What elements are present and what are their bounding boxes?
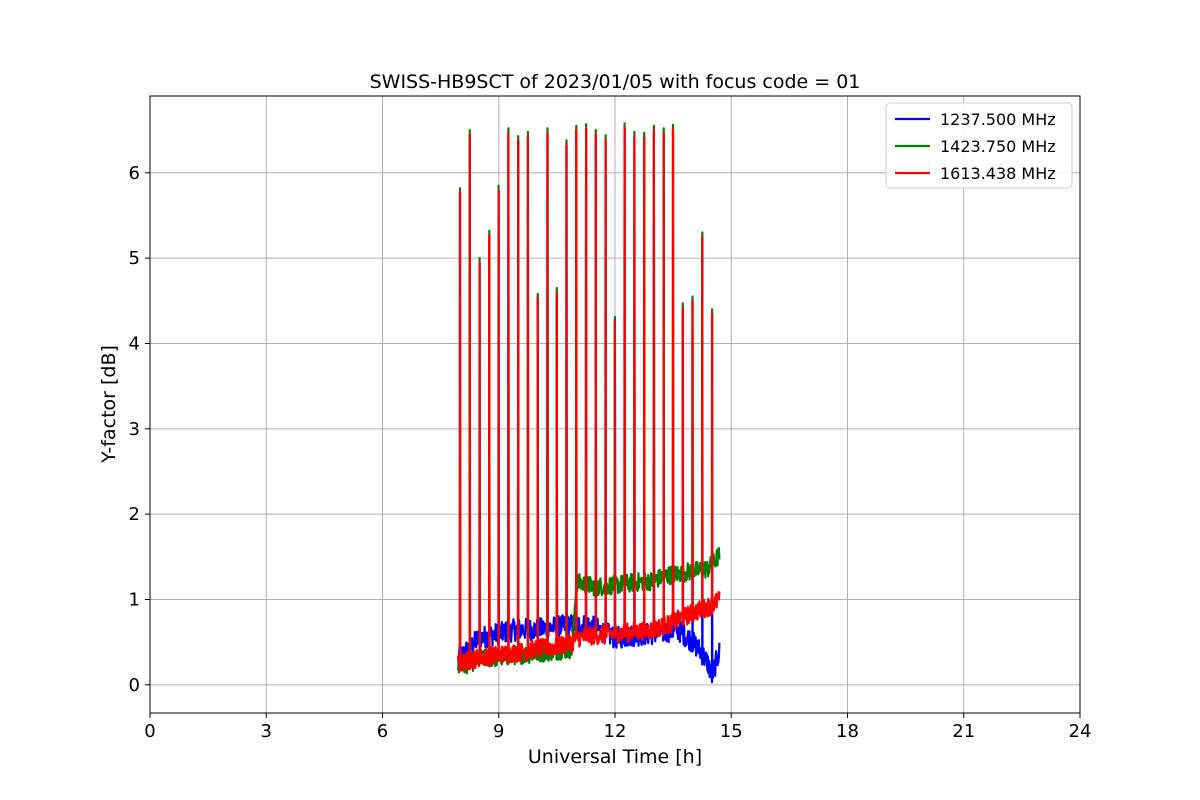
y-tick-label: 3 bbox=[129, 419, 140, 440]
x-tick-label: 3 bbox=[261, 721, 272, 742]
x-tick-label: 15 bbox=[720, 721, 743, 742]
y-tick-label: 5 bbox=[129, 248, 140, 269]
legend-entry-label: 1423.750 MHz bbox=[940, 137, 1056, 156]
legend-box bbox=[885, 102, 1073, 189]
legend: 1237.500 MHz 1423.750 MHz 1613.438 MHz bbox=[885, 102, 1073, 189]
chart-title: SWISS-HB9SCT of 2023/01/05 with focus co… bbox=[370, 71, 861, 93]
x-tick-label: 18 bbox=[836, 721, 859, 742]
y-tick-label: 4 bbox=[129, 333, 140, 354]
x-axis-label: Universal Time [h] bbox=[528, 746, 702, 768]
y-tick-label: 2 bbox=[129, 504, 140, 525]
x-tick-label: 12 bbox=[604, 721, 627, 742]
x-tick-label: 0 bbox=[144, 721, 155, 742]
legend-entry-label: 1237.500 MHz bbox=[940, 110, 1056, 129]
y-tick-label: 6 bbox=[129, 163, 140, 184]
plot-area bbox=[457, 122, 721, 684]
y-tick-label: 0 bbox=[129, 675, 140, 696]
x-tick-label: 24 bbox=[1069, 721, 1092, 742]
x-tick-label: 6 bbox=[377, 721, 388, 742]
series-line bbox=[457, 126, 721, 672]
x-tick-label: 9 bbox=[493, 721, 504, 742]
x-tick-label: 21 bbox=[952, 721, 975, 742]
y-tick-label: 1 bbox=[129, 589, 140, 610]
y-axis-label: Y-factor [dB] bbox=[98, 345, 120, 464]
legend-entry-label: 1613.438 MHz bbox=[940, 164, 1056, 183]
